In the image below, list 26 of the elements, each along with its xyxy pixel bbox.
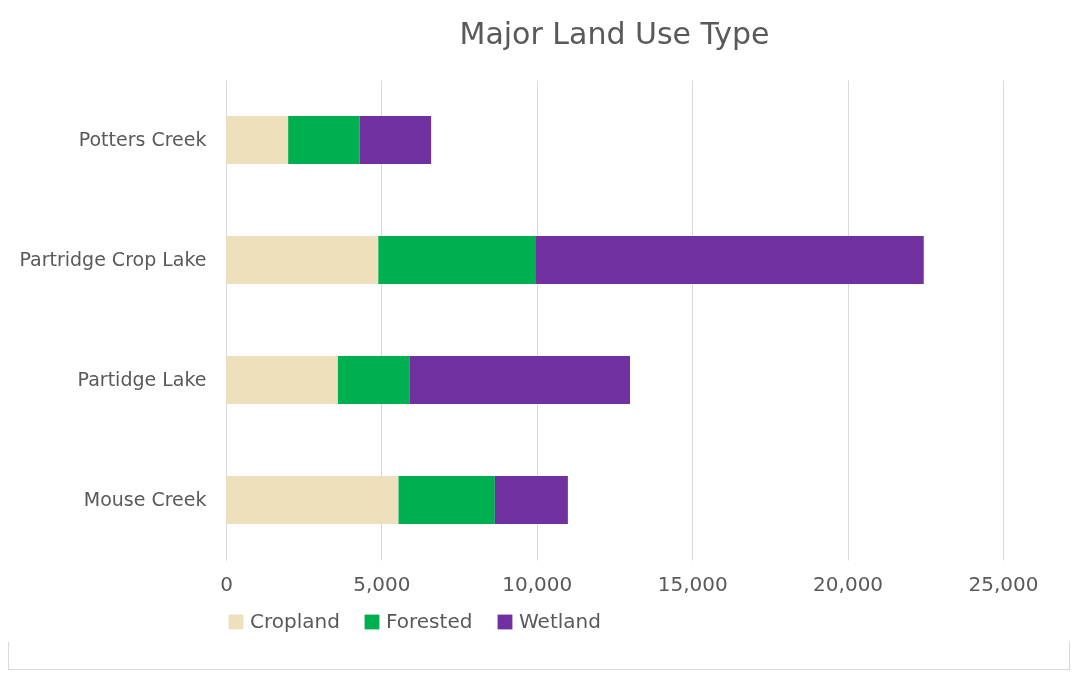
x-tick-label: 25,000 [968,571,1039,596]
legend-label: Cropland [250,609,340,633]
chart-title: Major Land Use Type [459,16,770,51]
bar [409,356,631,404]
legend-label: Wetland [519,609,601,633]
y-tick-label: Mouse Creek [83,488,207,510]
bar [226,236,379,284]
x-tick-label: 15,000 [657,571,728,596]
bar [288,116,360,164]
bar [398,476,495,524]
x-tick-label: 5,000 [353,571,411,596]
bar [226,356,338,404]
y-tick-label: Potters Creek [78,128,207,150]
bar [535,236,924,284]
y-tick-label: Partidge Lake [77,368,207,390]
x-tick-label: 10,000 [502,571,573,596]
bar [226,116,289,164]
legend-label: Forested [386,609,473,633]
bar [337,356,410,404]
y-tick-label: Partridge Crop Lake [19,248,207,270]
bar [378,236,536,284]
bar [359,116,432,164]
bar [494,476,568,524]
bar [226,476,399,524]
x-tick-label: 20,000 [813,571,884,596]
x-tick-label: 0 [220,571,233,596]
